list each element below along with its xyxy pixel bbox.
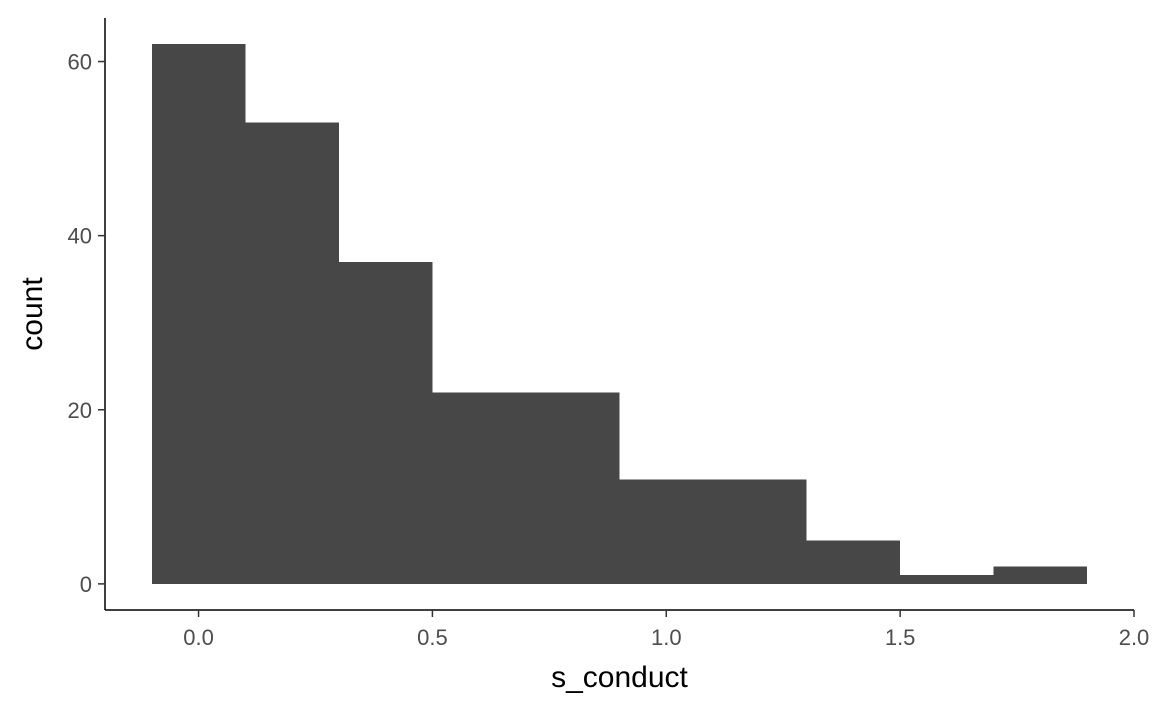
- x-tick-label: 1.0: [651, 625, 682, 650]
- axes-layer: [104, 18, 1134, 611]
- histogram-bar: [432, 392, 526, 584]
- histogram-bar: [713, 479, 807, 584]
- bars-layer: [151, 44, 1088, 584]
- y-tick-label: 0: [80, 572, 92, 597]
- x-ticks-layer: 0.0 0.5 1.0 1.5 2.0: [183, 610, 1149, 650]
- x-tick-label: 1.5: [885, 625, 916, 650]
- y-axis-title: count: [16, 277, 49, 351]
- y-tick-label: 60: [68, 50, 92, 75]
- histogram-bar: [993, 566, 1088, 584]
- histogram-bar: [338, 261, 433, 584]
- y-ticks-layer: 0 20 40 60: [68, 50, 105, 597]
- x-tick-label: 2.0: [1119, 625, 1150, 650]
- y-tick-label: 20: [68, 398, 92, 423]
- x-axis-title: s_conduct: [551, 661, 688, 694]
- histogram-bar: [151, 44, 246, 584]
- x-tick-label: 0.0: [183, 625, 214, 650]
- y-tick-label: 40: [68, 224, 92, 249]
- histogram-bar: [619, 479, 714, 584]
- histogram-bar: [806, 540, 901, 584]
- histogram-bar: [525, 392, 620, 584]
- histogram-bar: [900, 575, 994, 584]
- x-tick-label: 0.5: [417, 625, 448, 650]
- histogram-bar: [245, 122, 339, 584]
